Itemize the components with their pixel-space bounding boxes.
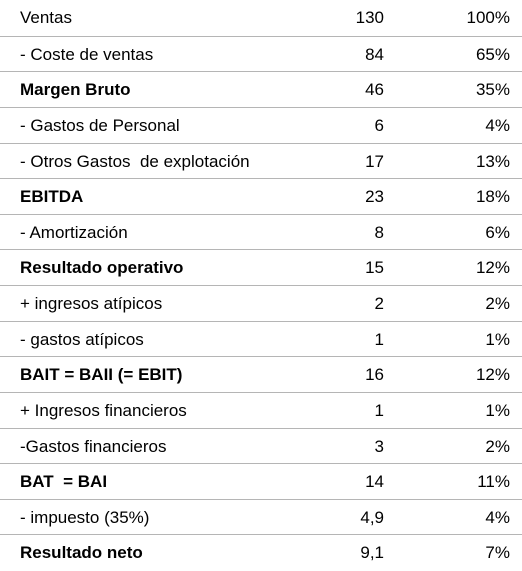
table-row: Resultado operativo 15 12% (0, 249, 522, 285)
table-row: -Gastos financieros 3 2% (0, 427, 522, 464)
row-label: -Gastos financieros (20, 436, 167, 456)
row-label: Resultado operativo (20, 258, 184, 278)
percent: 1% (485, 329, 510, 349)
amount: 46 (365, 80, 384, 100)
table-row: - gastos atípicos 1 1% (0, 320, 522, 357)
row-label: Ventas (20, 8, 72, 27)
row-label: Margen Bruto (20, 80, 131, 100)
table-row: - Gastos de Personal 6 4% (0, 106, 522, 143)
percent: 12% (475, 258, 510, 278)
percent: 2% (485, 436, 510, 456)
amount: 1 (374, 329, 384, 349)
amount: 4,9 (360, 507, 384, 527)
percent: 18% (475, 187, 510, 207)
row-label: Resultado neto (20, 543, 143, 563)
row-label: - gastos atípicos (20, 329, 144, 349)
amount: 3 (374, 436, 384, 456)
row-label: - Otros Gastos de explotación (20, 151, 250, 171)
percent: 7% (485, 543, 510, 563)
row-label: - Amortización (20, 222, 128, 242)
row-label: + Ingresos financieros (20, 400, 187, 420)
amount: 84 (365, 44, 384, 64)
amount: 8 (374, 222, 384, 242)
percent: 100% (466, 8, 510, 27)
percent: 65% (475, 44, 510, 64)
amount: 9,1 (360, 543, 384, 563)
table-row: BAIT = BAII (= EBIT) 16 12% (0, 356, 522, 392)
table-row: - impuesto (35%) 4,9 4% (0, 498, 522, 535)
row-label: - Gastos de Personal (20, 115, 180, 135)
table-row: - Otros Gastos de explotación 17 13% (0, 142, 522, 179)
amount: 130 (355, 8, 384, 27)
table-row: BAT = BAI 14 11% (0, 463, 522, 499)
percent: 4% (485, 115, 510, 135)
row-label: BAT = BAI (20, 472, 108, 492)
table-row: Resultado neto 9,1 7% (0, 534, 522, 570)
percent: 12% (475, 365, 510, 385)
percent: 13% (475, 151, 510, 171)
amount: 14 (365, 472, 384, 492)
row-label: + ingresos atípicos (20, 294, 163, 313)
row-label: - impuesto (35%) (20, 507, 150, 527)
percent: 1% (485, 400, 510, 420)
amount: 15 (365, 258, 384, 278)
table-row: Ventas 130 100% (0, 0, 522, 36)
percent: 2% (485, 294, 510, 313)
amount: 2 (374, 294, 384, 313)
table-row: + ingresos atípicos 2 2% (0, 285, 522, 321)
amount: 23 (365, 187, 384, 207)
amount: 17 (365, 151, 384, 171)
amount: 1 (374, 400, 384, 420)
percent: 11% (477, 472, 510, 492)
table-row: Margen Bruto 46 35% (0, 71, 522, 107)
table-row: EBITDA 23 18% (0, 178, 522, 214)
amount: 16 (365, 365, 384, 385)
row-label: BAIT = BAII (= EBIT) (20, 365, 183, 385)
table-row: - Amortización 8 6% (0, 213, 522, 250)
percent: 35% (475, 80, 510, 100)
table-row: + Ingresos financieros 1 1% (0, 391, 522, 428)
table-row: - Coste de ventas 84 65% (0, 35, 522, 72)
percent: 4% (485, 507, 510, 527)
row-label: - Coste de ventas (20, 44, 154, 64)
row-label: EBITDA (20, 187, 84, 207)
percent: 6% (485, 222, 510, 242)
amount: 6 (374, 115, 384, 135)
